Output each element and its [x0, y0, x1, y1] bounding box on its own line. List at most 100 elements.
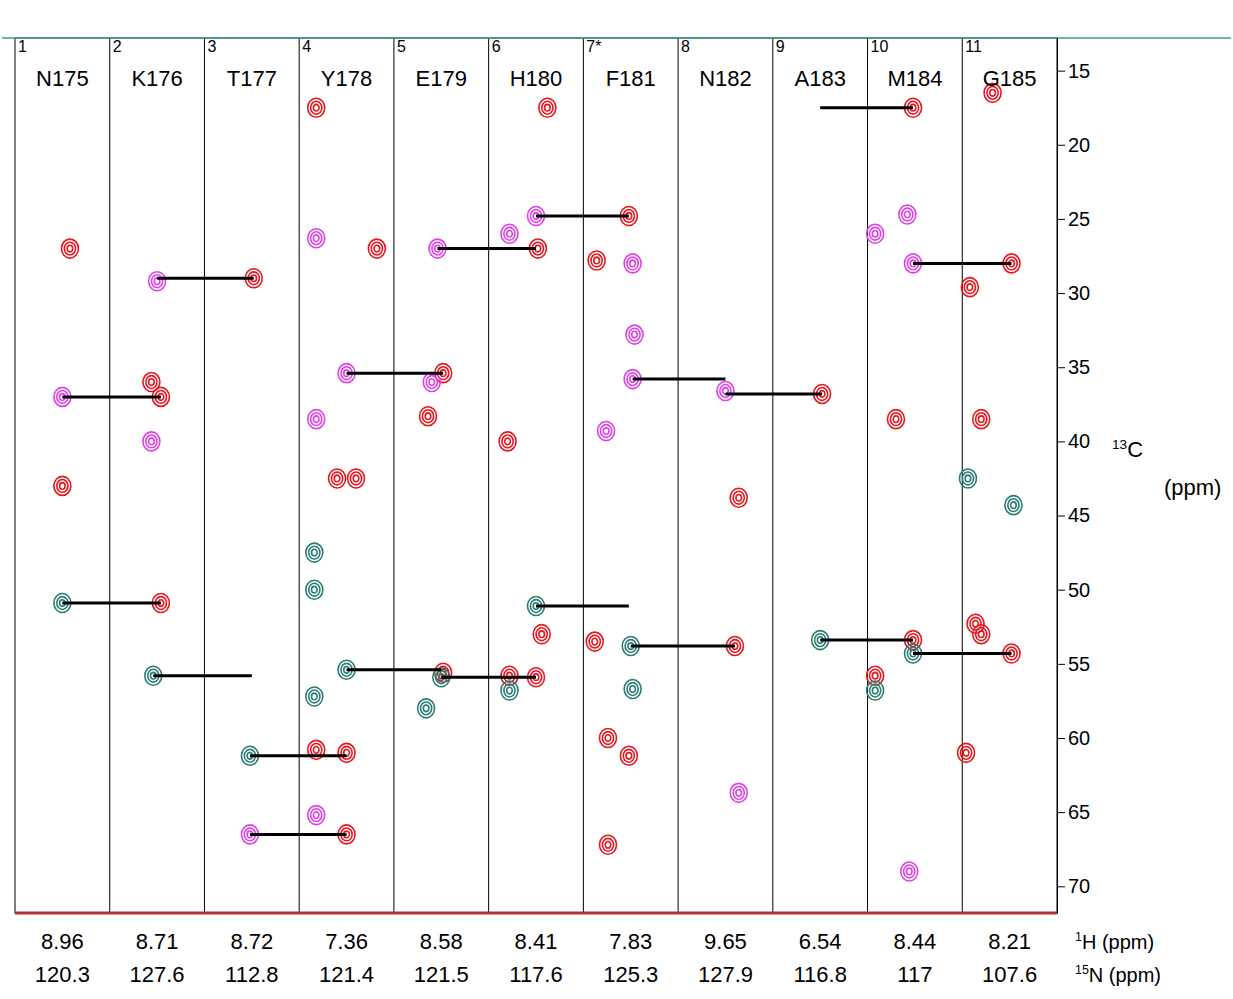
tick-label: 15: [1068, 60, 1090, 82]
connection-line: [631, 645, 735, 648]
tick-label: 65: [1068, 801, 1090, 823]
strip-peaks: [499, 98, 556, 700]
plot-frame: [15, 38, 1057, 913]
peak: [143, 432, 160, 451]
peak: [61, 239, 78, 258]
peak: [149, 272, 166, 291]
connection-line: [913, 652, 1012, 655]
tick: 65: [1057, 801, 1090, 823]
strip-label: T177: [227, 66, 277, 91]
tick-mark: [1057, 812, 1065, 813]
shift-value: 8.44: [893, 929, 936, 954]
shift-value: 8.72: [230, 929, 273, 954]
tick-label: 35: [1068, 356, 1090, 378]
tick: 70: [1057, 875, 1090, 897]
strip-number: 6: [492, 38, 501, 55]
connection-line: [347, 668, 442, 671]
tick: 25: [1057, 208, 1090, 230]
strip-number: 2: [113, 38, 122, 55]
axis-title: 13C (ppm): [1112, 437, 1221, 500]
strip-number: 10: [871, 38, 889, 55]
connection-line: [441, 676, 536, 679]
peak: [624, 254, 641, 273]
peak: [308, 98, 325, 117]
connection-line: [157, 277, 254, 280]
strip-number: 7*: [586, 38, 601, 55]
peak: [306, 687, 323, 706]
shift-value: 121.4: [319, 962, 374, 987]
bottom-border: [15, 912, 1057, 915]
strip-peaks: [241, 269, 262, 844]
peak: [867, 224, 884, 243]
strip-peaks: [586, 206, 643, 854]
tick: 55: [1057, 653, 1090, 675]
strip-divider: [772, 38, 773, 913]
tick: 30: [1057, 282, 1090, 304]
strip-divider: [867, 38, 868, 913]
peak: [368, 239, 385, 258]
strip-number: 5: [397, 38, 406, 55]
peak: [626, 325, 643, 344]
strip-label: N175: [36, 66, 89, 91]
shift-value: 117: [897, 962, 932, 987]
connection-line: [62, 395, 161, 398]
tick-label: 45: [1068, 504, 1090, 526]
strip-number: 11: [965, 38, 982, 55]
strip-label: N182: [699, 66, 752, 91]
shift-value: 121.5: [414, 962, 469, 987]
shift-value: 8.58: [420, 929, 463, 954]
strip-number: 4: [302, 38, 311, 55]
row-label: 15N (ppm): [1075, 963, 1161, 986]
peak: [958, 743, 975, 762]
strip-label: A183: [794, 66, 845, 91]
peak: [329, 469, 346, 488]
tick-mark: [1057, 886, 1065, 887]
shift-value: 8.71: [136, 929, 179, 954]
shift-value: 112.8: [225, 962, 278, 987]
peak: [973, 410, 990, 429]
peak: [901, 862, 918, 881]
tick: 40: [1057, 430, 1090, 452]
connection-line: [633, 378, 726, 381]
strip-divider: [393, 38, 394, 913]
tick-label: 25: [1068, 208, 1090, 230]
tick-label: 20: [1068, 134, 1090, 156]
tick-mark: [1057, 293, 1065, 294]
tick-label: 50: [1068, 579, 1090, 601]
peak: [717, 381, 734, 400]
peak: [308, 806, 325, 825]
connection-line: [437, 247, 536, 250]
strip-peaks: [54, 239, 79, 612]
strip-number: 1: [18, 38, 27, 55]
strip-peaks: [867, 98, 922, 881]
connection-line: [913, 262, 1012, 265]
connection-line: [820, 639, 913, 642]
peak: [588, 251, 605, 270]
tick-label: 70: [1068, 875, 1090, 897]
peak: [539, 98, 556, 117]
peak: [624, 680, 641, 699]
shift-rows: 8.968.718.727.368.588.417.839.656.548.44…: [35, 929, 1161, 987]
peak: [418, 699, 435, 718]
peak: [501, 681, 518, 700]
peak: [420, 407, 437, 426]
peak: [599, 835, 616, 854]
tick-mark: [1057, 219, 1065, 220]
tick-label: 40: [1068, 430, 1090, 452]
strip-divider: [299, 38, 300, 913]
tick: 20: [1057, 134, 1090, 156]
peak: [620, 746, 637, 765]
tick: 45: [1057, 504, 1090, 526]
strip-peaks: [418, 239, 452, 718]
peak: [308, 410, 325, 429]
strip-headers: 1N1752K1763T1774Y1785E1796H1807*F1818N18…: [18, 38, 1037, 91]
strip-label: E179: [416, 66, 467, 91]
marks: [54, 83, 1022, 881]
strip-peaks: [306, 98, 386, 844]
strip-label: Y178: [321, 66, 372, 91]
connection-line: [536, 605, 629, 608]
shift-value: 9.65: [704, 929, 747, 954]
peak: [598, 422, 615, 441]
background: [0, 0, 1233, 999]
shift-value: 127.9: [698, 962, 753, 987]
